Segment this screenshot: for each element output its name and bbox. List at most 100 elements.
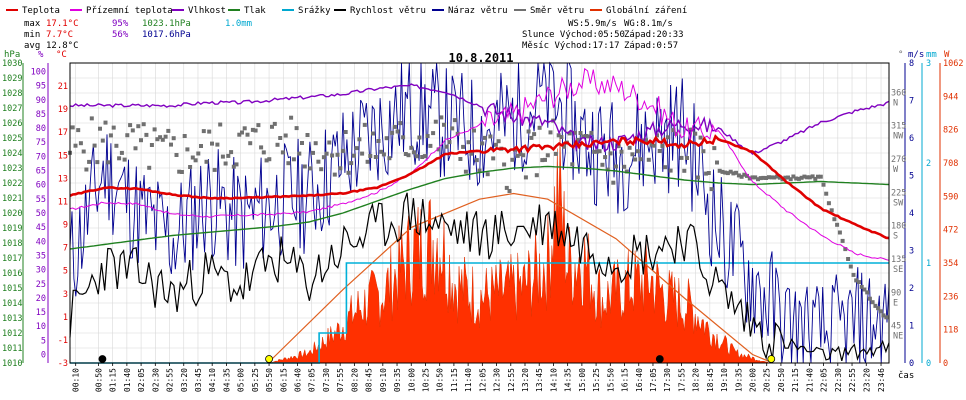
series-wind-direction-point	[832, 217, 837, 222]
series-wind-direction-point	[338, 166, 343, 171]
tick-time: 09:35	[393, 368, 402, 392]
series-wind-direction-point	[103, 120, 108, 125]
series-wind-direction-point	[332, 172, 337, 177]
series-wind-direction-point	[171, 136, 176, 141]
series-wind-direction-point	[78, 141, 83, 146]
series-wind-direction-point	[515, 153, 520, 158]
series-wind-direction-point	[537, 125, 542, 130]
tick-temperature: 3	[63, 290, 68, 300]
series-wind-direction-point	[687, 127, 692, 132]
tick-temperature: 13	[58, 174, 68, 184]
series-wind-direction-point	[349, 161, 354, 166]
tick-rain: 1	[926, 259, 931, 269]
tick-humidity: 100	[31, 67, 46, 77]
info-ws: WS:5.9m/s	[568, 19, 617, 29]
series-wind-direction-point	[207, 129, 212, 134]
series-wind-direction-point	[196, 151, 201, 156]
tick-radiation: 590	[943, 192, 958, 202]
info-moon-set: Západ:0:57	[624, 41, 678, 51]
series-wind-direction-point	[556, 133, 561, 138]
series-wind-direction-point	[384, 136, 389, 141]
tick-time: 08:45	[365, 368, 374, 392]
series-wind-direction-point	[682, 168, 687, 173]
tick-direction-name: N	[893, 98, 898, 108]
legend-label-3: Tlak	[244, 6, 266, 16]
unit-watt: W	[944, 50, 950, 60]
tick-time: 02:55	[166, 368, 175, 392]
series-wind-direction-point	[412, 150, 416, 155]
series-wind-direction-point	[769, 175, 774, 180]
series-wind-direction-point	[540, 158, 545, 163]
series-wind-direction-point	[357, 137, 362, 142]
series-wind-direction-point	[657, 149, 662, 153]
series-wind-direction-point	[98, 126, 102, 131]
tick-time: 17:05	[649, 368, 658, 392]
series-wind-direction-point	[204, 159, 209, 164]
tick-pressure: 1010	[2, 359, 22, 369]
series-wind-direction-point	[130, 128, 135, 133]
series-wind-direction-point	[586, 134, 591, 139]
series-wind-direction-point	[660, 143, 665, 148]
tick-time: 13:45	[535, 368, 544, 392]
series-wind-direction-point	[108, 133, 113, 138]
series-humidity	[69, 83, 890, 155]
series-wind-direction-point	[802, 174, 807, 179]
tick-time: 15:25	[592, 368, 601, 392]
series-wind-direction-point	[436, 147, 441, 152]
series-wind-direction-point	[270, 124, 274, 129]
tick-temperature: 17	[58, 128, 68, 138]
series-wind-direction-point	[289, 115, 294, 120]
tick-time: 03:20	[180, 368, 189, 392]
series-wind-direction-point	[450, 126, 455, 131]
series-wind-direction-point	[704, 171, 709, 176]
tick-humidity: 25	[36, 280, 46, 290]
series-wind-direction-point	[575, 137, 580, 142]
series-wind-direction-point	[857, 280, 861, 285]
series-wind-direction-point	[278, 136, 283, 140]
sun-marker-1	[767, 355, 776, 363]
series-wind-direction-point	[635, 149, 640, 154]
series-wind-direction-point	[199, 144, 203, 148]
series-wind-direction-point	[799, 175, 804, 180]
series-wind-direction-point	[742, 172, 747, 177]
tick-wind-speed: 4	[909, 209, 914, 219]
series-wind-direction-point	[253, 128, 258, 133]
tick-wind-speed: 2	[909, 284, 914, 294]
tick-humidity: 45	[36, 223, 46, 233]
tick-direction: 135	[891, 255, 906, 265]
tick-direction: 360	[891, 88, 906, 98]
tick-time: 02:05	[137, 368, 146, 392]
tick-time: 20:25	[763, 368, 772, 392]
tick-pressure: 1019	[2, 224, 22, 234]
series-wind-direction-point	[589, 130, 594, 135]
series-wind-direction-point	[532, 132, 537, 137]
series-wind-direction-point	[810, 174, 815, 179]
stat-min-temp: 7.7°C	[46, 30, 73, 40]
series-wind-direction-point	[695, 175, 700, 180]
series-wind-direction-point	[665, 135, 670, 140]
tick-radiation: 0	[943, 359, 948, 369]
tick-wind-speed: 6	[909, 134, 914, 144]
series-wind-direction-point	[160, 137, 165, 142]
series-wind-direction-point	[791, 174, 796, 179]
series-wind-direction-point	[521, 153, 526, 158]
series-wind-direction-point	[152, 127, 157, 132]
legend-label-7: Směr větru	[530, 6, 584, 16]
series-wind-direction-point	[455, 131, 460, 136]
tick-time: 02:30	[151, 368, 160, 392]
tick-time: 12:05	[478, 368, 487, 392]
series-wind-direction-point	[884, 315, 889, 320]
stat-avg-label: avg	[24, 41, 40, 51]
stat-rain: 1.0mm	[225, 19, 252, 29]
tick-pressure: 1026	[2, 119, 22, 129]
series-wind-direction-point	[240, 130, 244, 135]
series-wind-direction-point	[469, 151, 474, 156]
series-wind-direction-point	[862, 287, 867, 292]
series-wind-direction-point	[668, 168, 673, 173]
series-wind-direction-point	[458, 157, 463, 161]
series-wind-direction-point	[185, 147, 190, 152]
series-clear-sky-radiation	[267, 192, 774, 364]
series-wind-direction-point	[736, 173, 741, 178]
series-wind-direction-point	[351, 153, 356, 158]
